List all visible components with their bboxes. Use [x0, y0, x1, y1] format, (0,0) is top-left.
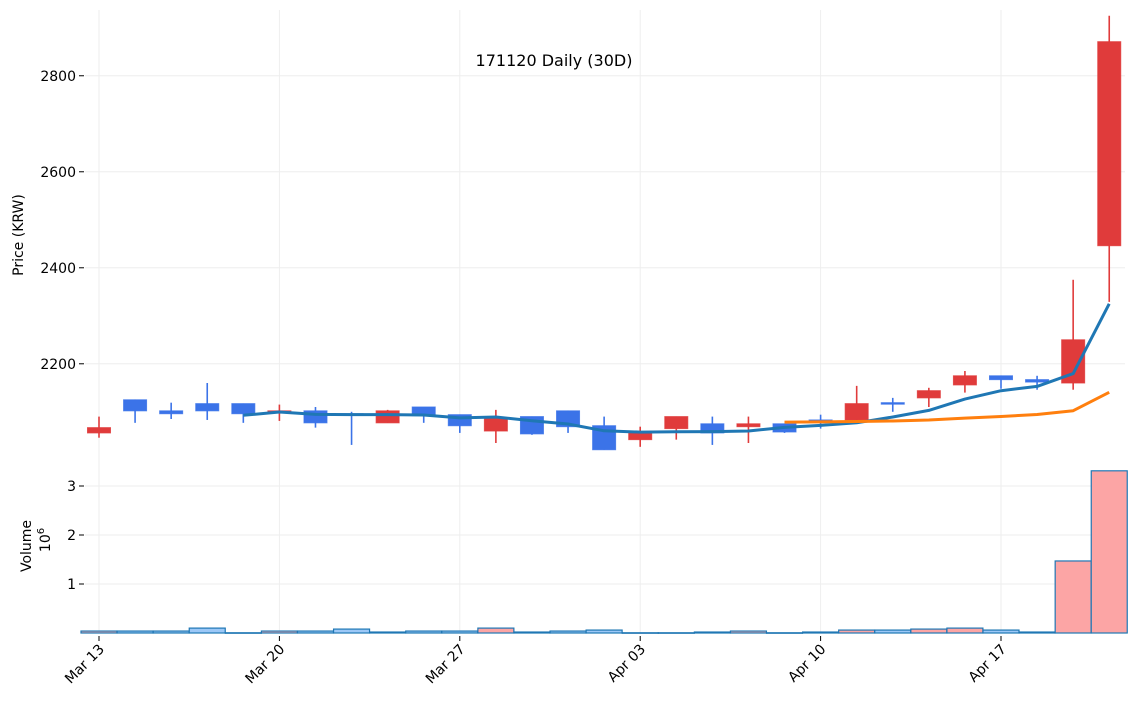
moving-averages [243, 303, 1111, 434]
volume-bars [80, 470, 1128, 634]
x-tick-label: Mar 13 [62, 642, 108, 688]
volume-axis-label: Volume [19, 520, 35, 572]
volume-bar [765, 632, 804, 634]
candle-body [231, 403, 256, 415]
ma20-line [784, 390, 1110, 424]
x-tick-label: Mar 27 [423, 642, 469, 688]
volume-scale-label: 106 [36, 528, 54, 552]
candle-body [447, 414, 472, 427]
x-tick-label: Mar 20 [242, 642, 288, 688]
candle-body [664, 416, 689, 430]
volume-bar [80, 630, 118, 634]
x-ticks: Mar 13 Mar 20 Mar 27 Apr 03 Apr 10 Apr 17 [62, 636, 1010, 687]
volume-bar [549, 630, 587, 634]
candle-body [1097, 41, 1122, 247]
volume-bar [116, 630, 154, 634]
volume-bar [188, 627, 226, 634]
candle-body [916, 390, 941, 399]
y-axis-label: Price (KRW) [11, 194, 27, 276]
volume-y-ticks: 1 2 3 [67, 479, 84, 593]
volume-bar [1054, 560, 1092, 634]
x-tick-label: Apr 03 [605, 642, 649, 686]
y-tick-label: 2800 [40, 69, 76, 85]
y-tick-label: 2600 [40, 165, 76, 181]
volume-bar [369, 631, 407, 634]
volume-bar [513, 631, 551, 634]
candle-body [375, 410, 400, 424]
volume-bar [260, 630, 298, 634]
volume-bar [801, 631, 840, 634]
candle-body [1061, 339, 1086, 384]
volume-bar [657, 632, 695, 634]
volume-bar [982, 629, 1020, 634]
chart-title: 171120 Daily (30D) [476, 51, 633, 70]
volume-bar [405, 630, 443, 634]
volume-bar [1018, 631, 1056, 634]
y-tick-label: 2200 [40, 357, 76, 373]
volume-tick-label: 2 [67, 528, 76, 544]
candle-body [736, 423, 761, 428]
volume-bar [946, 627, 984, 634]
price-y-ticks: 2200 2400 2600 2800 [40, 69, 84, 373]
volume-bar [477, 627, 515, 634]
volume-bar [224, 632, 262, 634]
candle-body [483, 417, 508, 432]
candles [87, 15, 1122, 451]
candle-body [159, 410, 184, 415]
candle-body [952, 375, 977, 386]
volume-bar [874, 629, 912, 634]
volume-tick-label: 3 [67, 479, 76, 495]
y-tick-label: 2400 [40, 261, 76, 277]
volume-bar [621, 632, 659, 634]
volume-bar [693, 631, 731, 634]
volume-bar [441, 630, 479, 634]
volume-bar [729, 630, 768, 634]
candle-body [1025, 379, 1050, 383]
volume-bar [910, 628, 948, 634]
candle-body [989, 375, 1013, 381]
ma5-line [243, 303, 1111, 434]
candle-body [195, 403, 220, 412]
candle-body [880, 402, 905, 405]
candle-body [123, 399, 148, 412]
volume-bar [152, 630, 190, 634]
volume-bar [585, 629, 623, 634]
grid [85, 10, 1125, 633]
volume-tick-label: 1 [67, 577, 76, 593]
volume-bar [296, 630, 335, 634]
volume-bar [332, 628, 371, 634]
candle-body [87, 427, 111, 434]
volume-bar [1090, 470, 1128, 634]
candle-body [844, 403, 869, 421]
x-tick-label: Apr 17 [966, 642, 1010, 686]
x-tick-label: Apr 10 [785, 642, 829, 686]
volume-bar [838, 629, 876, 634]
